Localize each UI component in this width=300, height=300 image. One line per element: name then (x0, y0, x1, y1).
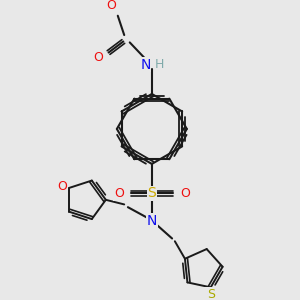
Text: N: N (140, 58, 151, 71)
Text: N: N (147, 214, 157, 228)
Text: O: O (57, 180, 67, 193)
Text: O: O (114, 187, 124, 200)
Text: H: H (154, 58, 164, 71)
Text: S: S (207, 288, 215, 300)
Text: S: S (148, 186, 156, 200)
Text: O: O (180, 187, 190, 200)
Text: O: O (94, 51, 103, 64)
Text: O: O (106, 0, 116, 12)
